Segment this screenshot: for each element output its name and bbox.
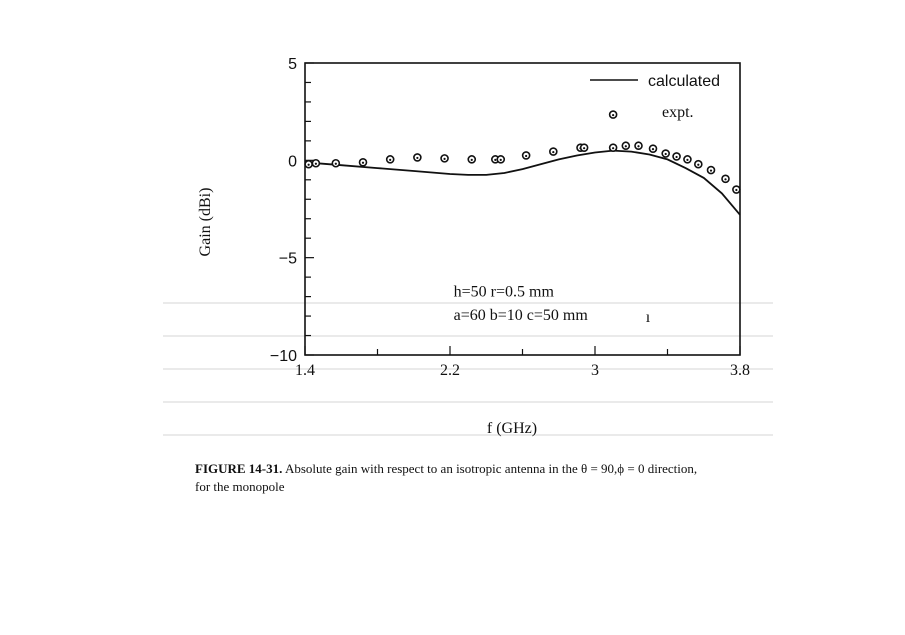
- y-tick-label: −5: [279, 251, 297, 268]
- series-expt-point-dot: [389, 158, 392, 161]
- y-tick-label: 0: [288, 153, 297, 170]
- x-axis-label: f (GHz): [487, 420, 537, 437]
- y-axis-label: Gain (dBi): [197, 188, 214, 257]
- series-expt-point-dot: [525, 154, 528, 158]
- y-tick-label: −10: [270, 348, 297, 365]
- x-tick-label: 3: [591, 362, 599, 379]
- x-tick-label: 2.2: [440, 362, 460, 379]
- series-expt-point-dot: [709, 169, 713, 172]
- caption-label: FIGURE 14-31.: [195, 461, 283, 476]
- series-expt-point-dot: [470, 158, 473, 161]
- y-tick-label: 5: [288, 56, 297, 73]
- legend-calculated-label: calculated: [648, 73, 720, 90]
- series-expt-point-dot: [612, 147, 615, 150]
- series-expt-point-dot: [686, 158, 689, 161]
- chart-annotation: h=50 r=0.5 mm: [454, 284, 555, 301]
- series-expt-point-dot: [583, 147, 586, 150]
- series-expt-point-dot: [499, 158, 502, 161]
- series-expt-point-dot: [675, 155, 678, 159]
- series-expt-point-dot: [307, 163, 310, 166]
- caption-text: Absolute gain with respect to an isotrop…: [284, 461, 698, 476]
- series-expt-point-dot: [724, 178, 727, 181]
- series-expt-point-dot: [494, 158, 497, 161]
- legend-expt-label: expt.: [662, 104, 694, 121]
- x-tick-label: 1.4: [295, 362, 315, 379]
- series-expt-point-dot: [334, 162, 337, 165]
- series-expt-point-dot: [443, 157, 446, 160]
- series-expt-point-dot: [735, 188, 738, 192]
- figure-caption: FIGURE 14-31. Absolute gain with respect…: [195, 460, 795, 496]
- series-expt-point-dot: [552, 150, 555, 154]
- series-expt-point-dot: [314, 162, 317, 165]
- series-expt-point-dot: [697, 163, 700, 166]
- x-tick-label: 3.8: [730, 362, 750, 379]
- series-expt-point-dot: [664, 152, 667, 156]
- series-expt-point-dot: [651, 148, 655, 151]
- caption-text-2: for the monopole: [195, 479, 285, 494]
- chart-annotation: ı: [646, 309, 651, 326]
- series-expt-point-dot: [624, 145, 627, 148]
- series-expt-point-dot: [361, 161, 365, 164]
- series-expt-point-dot: [416, 156, 419, 160]
- series-calculated-line: [304, 149, 741, 216]
- series-expt-point-dot: [637, 145, 640, 148]
- chart-annotation: a=60 b=10 c=50 mm: [454, 307, 589, 324]
- legend-expt-marker-dot: [612, 113, 615, 117]
